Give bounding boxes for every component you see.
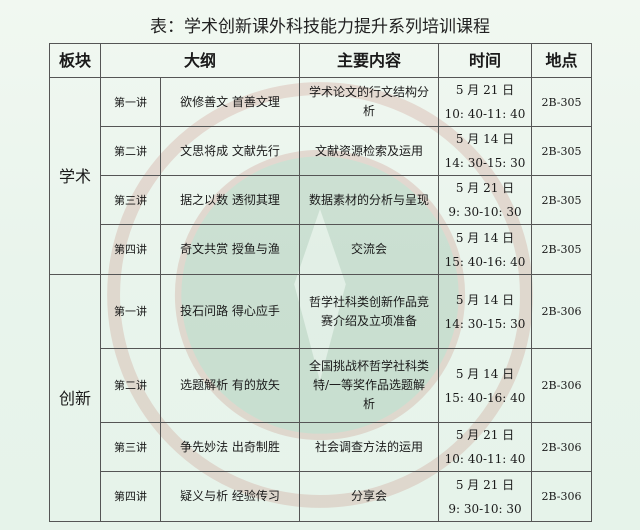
date-text: 5 月 21 日 (455, 83, 515, 97)
time-cell: 5 月 14 日 15: 40-16: 40 (438, 348, 533, 423)
table-row: 第四讲 奇文共赏 授鱼与渔 交流会 5 月 14 日 15: 40-16: 40 … (50, 224, 593, 275)
table-row: 第三讲 争先妙法 出奇制胜 社会调查方法的运用 5 月 21 日 10: 40-1… (50, 422, 593, 472)
time-cell: 5 月 21 日 10: 40-11: 40 (438, 77, 533, 127)
time-text: 9: 30-10: 30 (448, 205, 522, 219)
header-content: 主要内容 (299, 43, 440, 78)
table-row: 创新 第一讲 投石问路 得心应手 哲学社科类创新作品竞赛介绍及立项准备 5 月 1… (49, 274, 593, 522)
outline-cell: 欲修善文 首善文理 (159, 77, 301, 127)
course-table: 板块 大纲 主要内容 时间 地点 学术 第一讲 欲修善文 首善文理 学术论文的行文… (49, 43, 593, 522)
location-cell: 2B-306 (531, 348, 593, 423)
outline-cell: 争先妙法 出奇制胜 (159, 422, 301, 472)
content-text: 社会调查方法的运用 (315, 439, 424, 454)
table-row: 第二讲 文思将成 文献先行 文献资源检索及运用 5 月 14 日 14: 30-1… (50, 126, 593, 176)
outline-cell: 奇文共赏 授鱼与渔 (159, 224, 301, 275)
date-text: 5 月 14 日 (455, 132, 515, 146)
location-cell: 2B-305 (531, 77, 593, 127)
header-time: 时间 (438, 43, 533, 78)
content-text: 全国挑战杯哲学社科类特/一等奖作品选题解析 (309, 359, 430, 411)
header-section: 板块 (49, 43, 101, 78)
lecture-number: 第三讲 (100, 175, 161, 225)
lecture-number: 第三讲 (100, 422, 161, 472)
outline-cell: 选题解析 有的放矢 (159, 348, 301, 423)
table-title: 表：学术创新课外科技能力提升系列培训课程 (150, 17, 490, 37)
outline-cell: 文思将成 文献先行 (159, 126, 301, 176)
table-row: 学术 第一讲 欲修善文 首善文理 学术论文的行文结构分析 5 月 21 日 10: … (49, 77, 593, 275)
content-text: 数据素材的分析与呈现 (309, 192, 430, 207)
time-cell: 5 月 14 日 14: 30-15: 30 (438, 126, 533, 176)
content-cell: 数据素材的分析与呈现 (299, 175, 440, 225)
lecture-number: 第四讲 (100, 224, 161, 275)
table-row: 第二讲 选题解析 有的放矢 全国挑战杯哲学社科类特/一等奖作品选题解析 5 月 … (50, 348, 593, 423)
table-row: 第三讲 据之以数 透彻其理 数据素材的分析与呈现 5 月 21 日 9: 30-1… (50, 175, 593, 225)
location-cell: 2B-306 (531, 471, 593, 522)
content-text: 学术论文的行文结构分析 (309, 85, 430, 118)
time-cell: 5 月 21 日 10: 40-11: 40 (438, 422, 533, 472)
location-cell: 2B-305 (531, 224, 593, 275)
location-cell: 2B-305 (531, 126, 593, 176)
header-location: 地点 (531, 43, 593, 78)
header-outline: 大纲 (99, 43, 301, 78)
time-cell: 5 月 21 日 9: 30-10: 30 (438, 471, 533, 522)
table-row: 第四讲 疑义与析 经验传习 分享会 5 月 21 日 9: 30-10: 30 2… (50, 471, 593, 522)
outline-cell: 投石问路 得心应手 (159, 274, 301, 349)
content-cell: 社会调查方法的运用 (299, 422, 440, 472)
time-text: 14: 30-15: 30 (444, 156, 526, 170)
lecture-number: 第一讲 (100, 77, 161, 127)
outline-cell: 据之以数 透彻其理 (159, 175, 301, 225)
location-cell: 2B-306 (531, 422, 593, 472)
time-text: 10: 40-11: 40 (444, 107, 526, 121)
location-cell: 2B-306 (531, 274, 593, 349)
lecture-number: 第二讲 (100, 348, 161, 423)
content-cell: 哲学社科类创新作品竞赛介绍及立项准备 (299, 274, 440, 349)
lecture-number: 第四讲 (100, 471, 161, 522)
lecture-number: 第一讲 (100, 274, 161, 349)
section-cell: 创新 (49, 274, 101, 522)
outline-cell: 疑义与析 经验传习 (159, 471, 301, 522)
date-text: 5 月 21 日 (455, 428, 515, 442)
lecture-number: 第二讲 (100, 126, 161, 176)
content-cell: 文献资源检索及运用 (299, 126, 440, 176)
time-text: 10: 40-11: 40 (444, 452, 526, 466)
date-text: 5 月 21 日 (455, 181, 515, 195)
date-text: 5 月 14 日 (455, 366, 515, 381)
date-text: 5 月 21 日 (455, 477, 515, 492)
time-text: 14: 30-15: 30 (444, 316, 526, 331)
time-cell: 5 月 21 日 9: 30-10: 30 (438, 175, 533, 225)
header-row: 板块 大纲 主要内容 时间 地点 (49, 43, 593, 78)
date-text: 5 月 14 日 (455, 292, 515, 307)
content-cell: 全国挑战杯哲学社科类特/一等奖作品选题解析 (299, 348, 440, 423)
time-text: 9: 30-10: 30 (448, 501, 522, 516)
content-cell: 交流会 (299, 224, 440, 275)
location-cell: 2B-305 (531, 175, 593, 225)
content-text: 交流会 (351, 242, 388, 256)
content-cell: 分享会 (299, 471, 440, 522)
time-cell: 5 月 14 日 15: 40-16: 40 (438, 224, 533, 275)
content-text: 哲学社科类创新作品竞赛介绍及立项准备 (309, 294, 430, 328)
time-text: 15: 40-16: 40 (444, 390, 526, 405)
time-cell: 5 月 14 日 14: 30-15: 30 (438, 274, 533, 349)
time-text: 15: 40-16: 40 (444, 254, 526, 269)
content-text: 分享会 (351, 489, 388, 503)
content-text: 文献资源检索及运用 (315, 143, 424, 158)
section-cell: 学术 (49, 77, 101, 275)
date-text: 5 月 14 日 (455, 230, 515, 245)
content-cell: 学术论文的行文结构分析 (299, 77, 440, 127)
